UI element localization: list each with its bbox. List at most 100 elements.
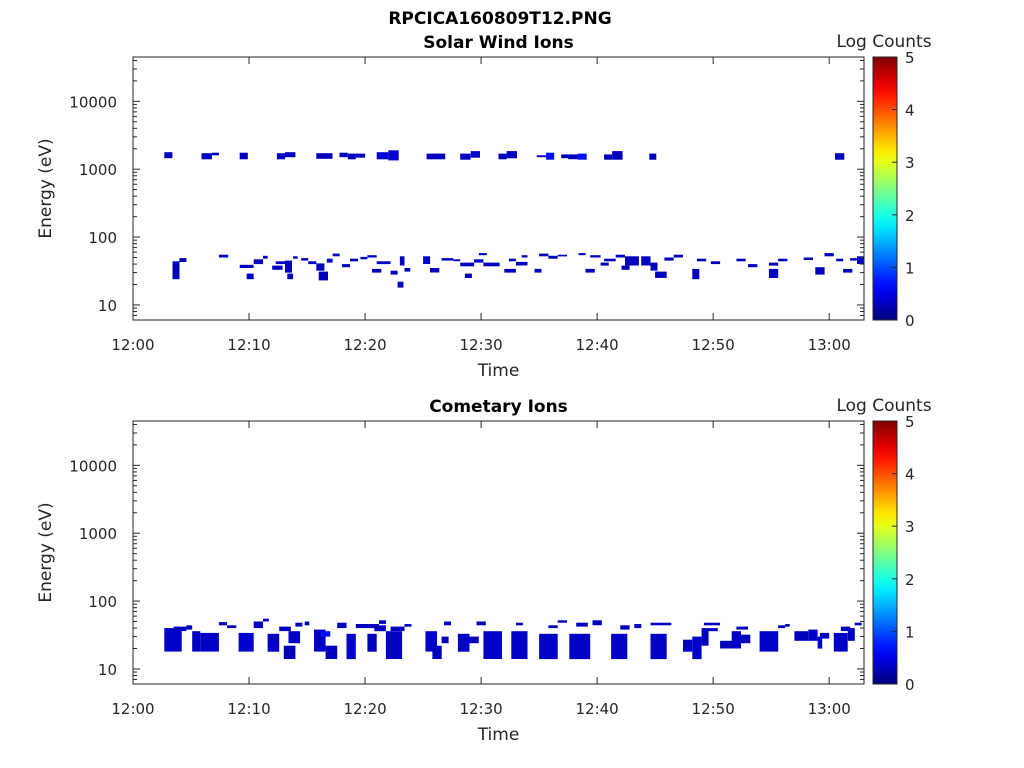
heatmap-cells [164, 150, 864, 288]
heatmap-cell [316, 153, 333, 159]
x-tick-label: 13:00 [808, 336, 851, 354]
heatmap-cell [768, 262, 779, 266]
y-tick-label: 100 [88, 229, 117, 247]
heatmap-cell [200, 632, 219, 652]
heatmap-cell [253, 621, 263, 629]
heatmap-cell [304, 621, 310, 626]
heatmap-cell [534, 268, 542, 273]
heatmap-cell [399, 256, 405, 266]
heatmap-cell [539, 253, 549, 257]
heatmap-cell [731, 631, 741, 649]
heatmap-cell [546, 152, 555, 160]
colorbar-tick-label: 3 [905, 518, 915, 536]
heatmap-cell [326, 258, 333, 263]
x-tick-label: 12:00 [111, 700, 154, 718]
heatmap-cell [592, 620, 602, 626]
heatmap-cell [470, 151, 480, 158]
x-tick-label: 12:30 [459, 336, 502, 354]
heatmap-cell [453, 259, 461, 262]
heatmap-cell [649, 153, 657, 160]
y-tick-label: 1000 [79, 525, 117, 543]
heatmap-cell [778, 625, 786, 629]
heatmap-cell [843, 268, 853, 273]
heatmap-cell [374, 625, 386, 632]
heatmap-cell [441, 636, 449, 644]
heatmap-cell [515, 622, 523, 626]
heatmap-cell [590, 255, 601, 258]
heatmap-cell [808, 629, 818, 641]
heatmap-cell [768, 268, 779, 278]
heatmap-cell [457, 633, 470, 652]
heatmap-cell [576, 622, 588, 627]
x-tick-label: 12:10 [227, 700, 270, 718]
heatmap-cell [696, 258, 707, 262]
heatmap-cell [355, 624, 379, 629]
heatmap-cell [803, 257, 813, 260]
heatmap-cell [634, 624, 642, 629]
heatmap-cell [227, 625, 237, 629]
heatmap-cell [390, 270, 398, 275]
heatmap-cell [703, 622, 721, 626]
heatmap-cell [325, 645, 338, 659]
colorbar-tick-label: 5 [905, 413, 915, 431]
x-tick-label: 12:10 [227, 336, 270, 354]
heatmap-cell [835, 153, 845, 160]
heatmap-cell [285, 152, 296, 158]
axes-box [132, 56, 865, 321]
heatmap-cell [504, 268, 516, 273]
colorbar [872, 420, 898, 685]
heatmap-cell [664, 257, 674, 261]
colorbar-label: Log Counts [836, 396, 931, 416]
heatmap-cell [857, 256, 864, 264]
heatmap-cells [164, 618, 862, 660]
y-axis-label: Energy (eV) [36, 138, 56, 238]
y-tick-label: 10 [98, 661, 117, 679]
heatmap-cell [625, 256, 639, 266]
heatmap-cell [321, 631, 331, 637]
heatmap-cell [287, 273, 294, 280]
heatmap-cell [476, 621, 486, 626]
heatmap-cell [817, 636, 823, 649]
heatmap-cell [536, 155, 547, 158]
y-tick-label: 10000 [69, 457, 117, 475]
heatmap-cell [521, 255, 528, 258]
colorbar [872, 56, 898, 321]
heatmap-cell [819, 632, 830, 639]
heatmap-cell [360, 256, 368, 260]
heatmap-cell [388, 150, 399, 161]
plot-area [133, 57, 864, 320]
heatmap-cell [425, 631, 437, 652]
colorbar-tick-label: 5 [905, 49, 915, 67]
heatmap-cell [186, 625, 193, 630]
heatmap-cell [283, 645, 296, 659]
heatmap-cell [337, 622, 347, 629]
heatmap-cell [641, 256, 651, 266]
heatmap-cell [441, 258, 454, 261]
heatmap-cell [847, 628, 855, 641]
heatmap-cell [508, 258, 516, 262]
heatmap-cell [650, 262, 658, 271]
heatmap-cell [341, 264, 350, 268]
x-tick-label: 13:00 [808, 700, 851, 718]
heatmap-cell [840, 626, 851, 632]
heatmap-cell [673, 254, 683, 258]
heatmap-cell [511, 631, 528, 659]
colorbar-tick-label: 4 [905, 466, 915, 484]
colorbar-tick-label: 2 [905, 207, 915, 225]
heatmap-cell [179, 258, 187, 262]
heatmap-cell [350, 258, 359, 262]
heatmap-cell [239, 152, 248, 160]
heatmap-cell [569, 633, 591, 660]
heatmap-cell [611, 633, 628, 660]
heatmap-cell [850, 258, 860, 261]
colorbar-tick-label: 0 [905, 676, 915, 694]
heatmap-cell [379, 620, 386, 624]
heatmap-cell [854, 622, 862, 626]
x-tick-label: 12:00 [111, 336, 154, 354]
y-axis-label: Energy (eV) [36, 502, 56, 602]
heatmap-cell [218, 254, 229, 258]
heatmap-cell [615, 254, 625, 258]
x-axis-label: Time [477, 725, 520, 745]
colorbar-tick-label: 0 [905, 312, 915, 330]
heatmap-cell [239, 264, 254, 268]
